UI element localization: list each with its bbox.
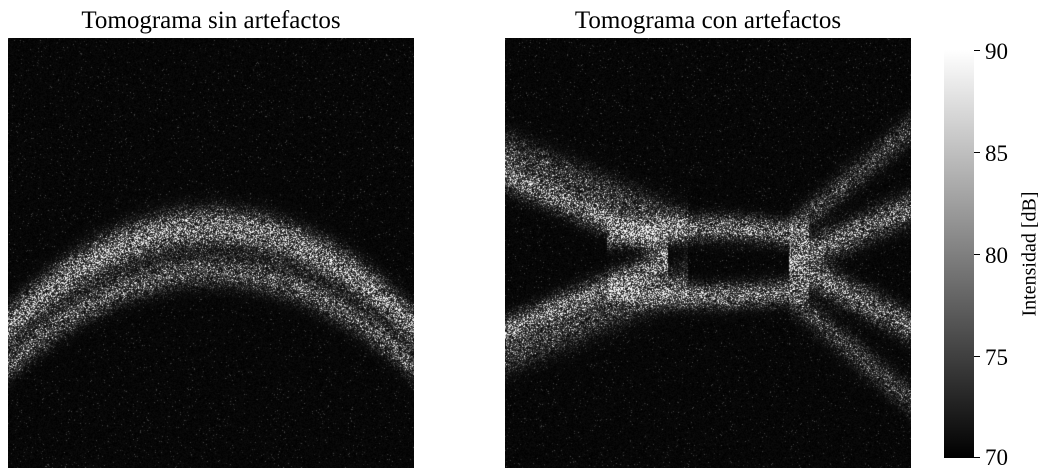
colorbar-label: Intensidad [dB]	[1019, 192, 1040, 317]
colorbar-tick-90	[974, 50, 980, 51]
intensity-colorbar	[944, 50, 974, 458]
colorbar-tick-80	[974, 254, 980, 255]
colorbar-tick-75	[974, 356, 980, 357]
colorbar-tick-label-70: 70	[985, 446, 1008, 470]
right-panel-title: Tomograma con artefactos	[505, 6, 911, 36]
colorbar-tick-label-75: 75	[985, 346, 1008, 370]
colorbar-tick-85	[974, 152, 980, 153]
colorbar-tick-label-85: 85	[985, 142, 1008, 166]
tomogram-with-artifacts	[505, 38, 911, 468]
tomogram-without-artifacts	[8, 38, 414, 468]
colorbar-tick-70	[974, 457, 980, 458]
left-panel-title: Tomograma sin artefactos	[8, 6, 414, 36]
colorbar-tick-label-80: 80	[985, 244, 1008, 268]
colorbar-tick-label-90: 90	[985, 40, 1008, 64]
